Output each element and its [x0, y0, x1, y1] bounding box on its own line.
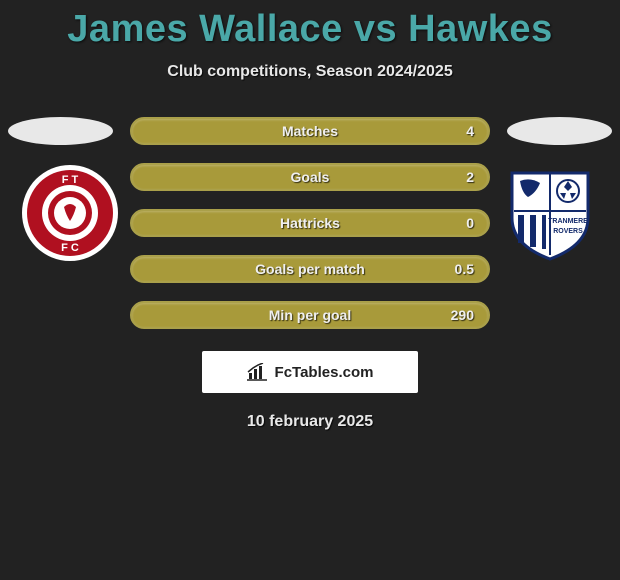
- stat-value: 4: [466, 123, 474, 139]
- stat-value: 290: [451, 307, 474, 323]
- stat-label: Min per goal: [269, 307, 351, 323]
- left-club-badge: F T F C: [20, 163, 120, 263]
- stat-row: Hattricks 0: [130, 209, 490, 237]
- fleetwood-badge-icon: F T F C: [20, 163, 120, 263]
- subtitle: Club competitions, Season 2024/2025: [0, 63, 620, 81]
- stat-label: Goals: [291, 169, 330, 185]
- tranmere-badge-icon: TRANMERE ROVERS: [500, 163, 600, 263]
- svg-text:ROVERS: ROVERS: [553, 228, 583, 235]
- stat-row: Goals 2: [130, 163, 490, 191]
- date-text: 10 february 2025: [0, 413, 620, 431]
- svg-text:TRANMERE: TRANMERE: [548, 218, 588, 225]
- svg-text:F C: F C: [61, 242, 79, 254]
- stat-label: Goals per match: [255, 261, 365, 277]
- left-player-oval: [8, 117, 113, 145]
- right-club-badge: TRANMERE ROVERS: [500, 163, 600, 263]
- stat-value: 2: [466, 169, 474, 185]
- stat-label: Matches: [282, 123, 338, 139]
- fctables-branding[interactable]: FcTables.com: [202, 351, 418, 393]
- stat-row: Min per goal 290: [130, 301, 490, 329]
- stat-row: Goals per match 0.5: [130, 255, 490, 283]
- comparison-content: F T F C TRANMERE ROVERS Matches 4: [0, 117, 620, 431]
- right-player-oval: [507, 117, 612, 145]
- fctables-text: FcTables.com: [275, 364, 374, 381]
- stat-bars: Matches 4 Goals 2 Hattricks 0 Goals per …: [130, 117, 490, 329]
- svg-text:F T: F T: [62, 174, 79, 186]
- stat-row: Matches 4: [130, 117, 490, 145]
- stat-label: Hattricks: [280, 215, 340, 231]
- stat-value: 0: [466, 215, 474, 231]
- chart-icon: [247, 363, 269, 381]
- stat-value: 0.5: [455, 261, 474, 277]
- page-title: James Wallace vs Hawkes: [0, 0, 620, 51]
